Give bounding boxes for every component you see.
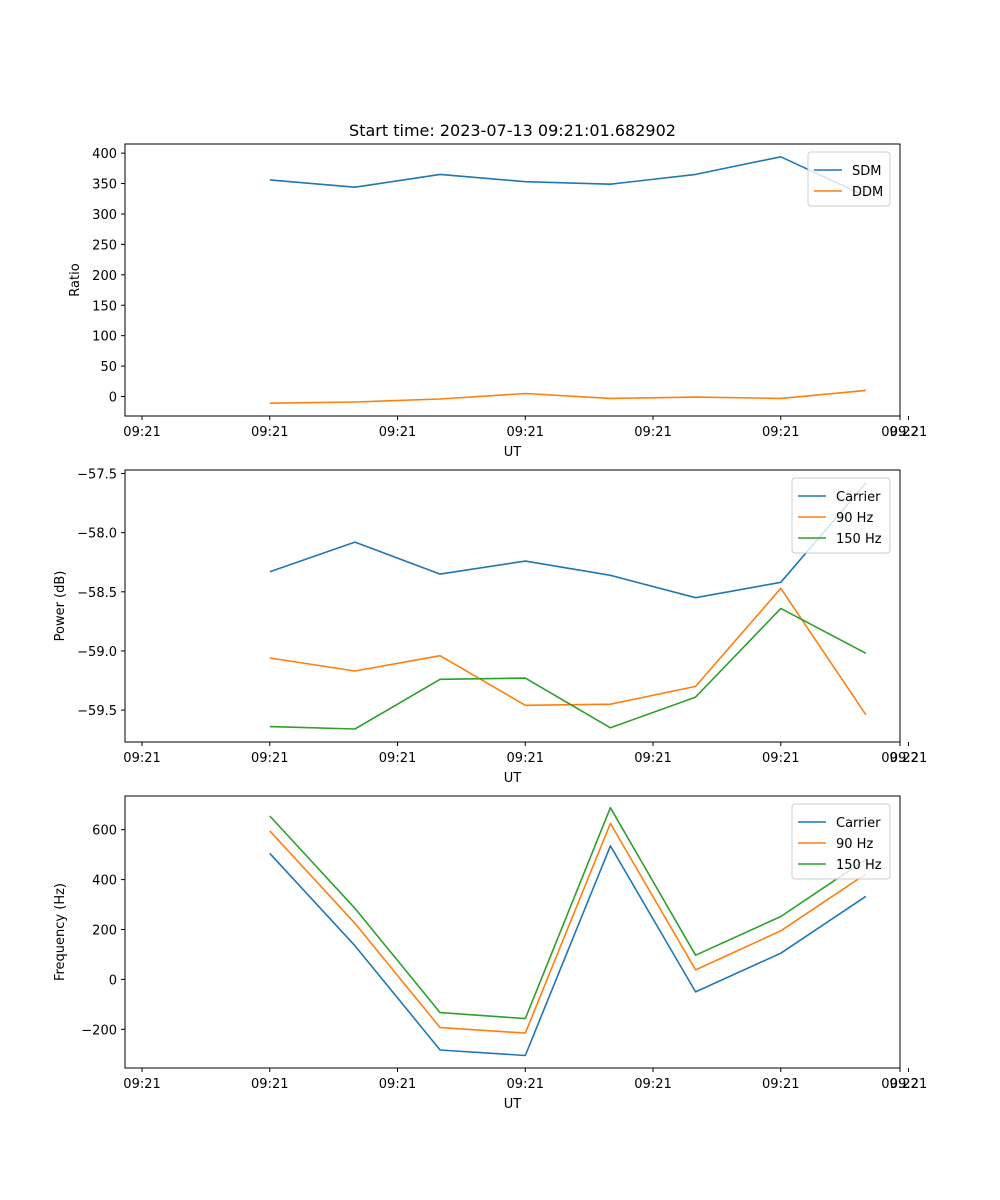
legend: Carrier 90 Hz 150 Hz <box>791 803 891 880</box>
legend-label: 150 Hz <box>836 532 882 547</box>
series-line-90-hz <box>269 587 867 716</box>
x-tick-label: 09:21 <box>251 425 288 440</box>
legend-label: 90 Hz <box>836 837 873 852</box>
y-tick-label: −58.0 <box>77 527 117 542</box>
x-axis-label: UT <box>504 1097 522 1112</box>
subplot-3: 09:21 09:21 09:21 09:21 09:21 09:21 09:2109:22… <box>53 795 927 1112</box>
x-tick-label: 09:21 <box>379 1077 416 1092</box>
x-tick-label: 09:21 <box>507 1077 544 1092</box>
series-line-sdm <box>269 156 867 198</box>
y-axis-label: Ratio <box>68 263 83 296</box>
x-tick-label: 09:21 <box>762 1077 799 1092</box>
legend-label: 150 Hz <box>836 858 882 873</box>
x-tick-label: 09:21 <box>123 425 160 440</box>
x-tick-label: 09:21 <box>634 425 671 440</box>
y-tick-label: 200 <box>92 924 117 939</box>
series-line-carrier <box>269 482 867 599</box>
x-tick-label: 09:21 <box>634 751 671 766</box>
y-tick-label: 400 <box>92 147 117 162</box>
x-tick-label: 09:21 <box>890 1077 927 1092</box>
legend-label: 90 Hz <box>836 511 873 526</box>
subplot-1: 09:21 09:21 09:21 09:21 09:21 09:21 09:2109:22… <box>68 143 927 460</box>
y-axis-label: Frequency (Hz) <box>53 883 68 981</box>
legend: SDM DDM <box>807 151 891 207</box>
x-tick-label: 09:21 <box>251 751 288 766</box>
x-axis-label: UT <box>504 445 522 460</box>
x-tick-label: 09:21 <box>507 751 544 766</box>
plot-frame <box>124 469 901 743</box>
plot-frame <box>124 143 901 417</box>
x-tick-label: 09:21 <box>762 425 799 440</box>
series-line-150-hz <box>269 607 867 730</box>
y-tick-label: 250 <box>92 238 117 253</box>
x-tick-label: 09:22 <box>881 751 918 766</box>
x-tick-label: 09:21 <box>507 425 544 440</box>
y-tick-label: 150 <box>92 299 117 314</box>
legend-label: SDM <box>852 164 881 179</box>
y-tick-label: 0 <box>109 391 117 406</box>
y-axis-label: Power (dB) <box>53 571 68 642</box>
x-tick-label: 09:21 <box>251 1077 288 1092</box>
plot-frame <box>124 795 901 1069</box>
y-tick-label: 0 <box>109 973 117 988</box>
y-tick-label: −200 <box>81 1023 117 1038</box>
legend-box <box>807 151 891 207</box>
y-tick-label: 400 <box>92 874 117 889</box>
y-tick-label: −59.0 <box>77 645 117 660</box>
y-tick-label: 350 <box>92 178 117 193</box>
legend-label: Carrier <box>836 490 881 505</box>
x-tick-label: 09:21 <box>379 425 416 440</box>
series-line-carrier <box>269 845 867 1057</box>
series-line-150-hz <box>269 806 867 1020</box>
y-tick-label: 300 <box>92 208 117 223</box>
x-tick-label: 09:21 <box>890 751 927 766</box>
x-tick-label: 09:22 <box>881 425 918 440</box>
x-tick-label: 09:21 <box>379 751 416 766</box>
subplot-2: 09:21 09:21 09:21 09:21 09:21 09:21 09:2109:22… <box>53 468 927 786</box>
x-tick-label: 09:21 <box>634 1077 671 1092</box>
plots: 09:21 09:21 09:21 09:21 09:21 09:21 09:2109:22… <box>53 143 927 1112</box>
legend-label: DDM <box>852 185 883 200</box>
y-tick-label: 200 <box>92 269 117 284</box>
legend: Carrier 90 Hz 150 Hz <box>791 477 891 554</box>
x-tick-label: 09:22 <box>881 1077 918 1092</box>
x-tick-label: 09:21 <box>123 1077 160 1092</box>
y-tick-label: −59.5 <box>77 704 117 719</box>
y-tick-label: 100 <box>92 330 117 345</box>
y-tick-label: 50 <box>100 360 117 375</box>
legend-label: Carrier <box>836 816 881 831</box>
y-tick-label: 600 <box>92 824 117 839</box>
x-axis-label: UT <box>504 771 522 786</box>
x-tick-label: 09:21 <box>762 751 799 766</box>
x-tick-label: 09:21 <box>123 751 160 766</box>
x-tick-label: 09:21 <box>890 425 927 440</box>
series-line-ddm <box>269 389 866 404</box>
y-tick-label: −58.5 <box>77 586 117 601</box>
series-line-90-hz <box>269 822 867 1034</box>
figure-title: Start time: 2023-07-13 09:21:01.682902 <box>349 121 676 140</box>
y-tick-label: −57.5 <box>77 468 117 483</box>
